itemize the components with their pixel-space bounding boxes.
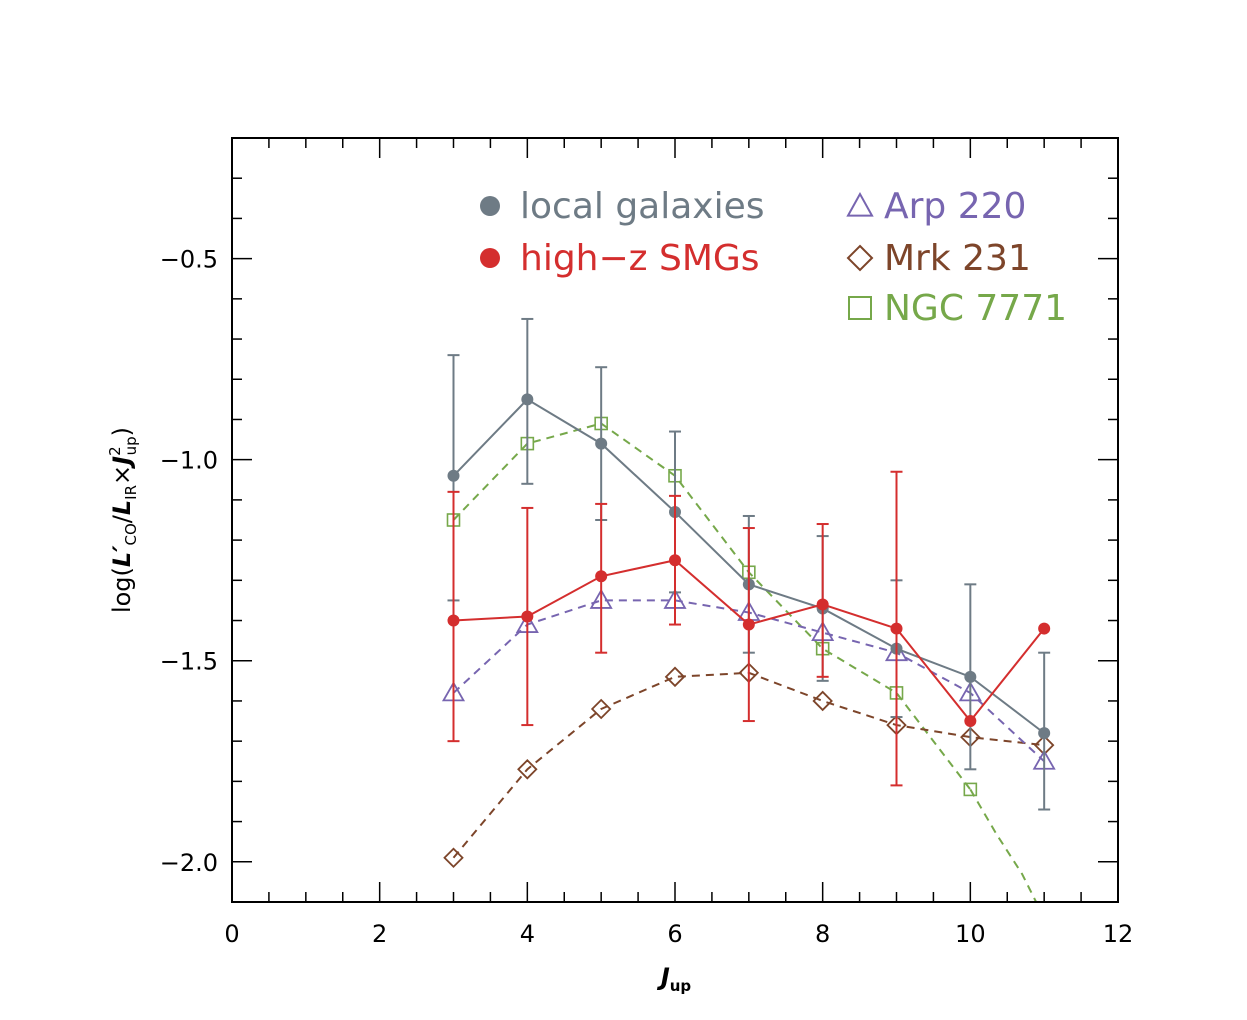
- y-tick-label: −0.5: [160, 246, 218, 274]
- legend-label: high−z SMGs: [520, 238, 760, 279]
- data-point: [590, 698, 612, 720]
- data-point: [669, 554, 681, 567]
- legend-marker: [848, 296, 872, 320]
- legend-item: Arp 220: [846, 186, 1026, 227]
- y-tick-label: −2.0: [160, 849, 218, 877]
- legend-marker: [846, 244, 874, 272]
- data-point: [521, 393, 534, 406]
- data-point: [664, 666, 686, 688]
- legend-marker: [480, 248, 500, 268]
- data-point: [742, 618, 755, 631]
- data-point: [447, 614, 460, 627]
- y-tick-label: −1.0: [160, 447, 218, 475]
- data-point: [963, 782, 978, 797]
- x-axis-title: Jup: [657, 963, 692, 995]
- data-point: [1038, 727, 1051, 740]
- series-high-z-smgs: [447, 470, 1051, 787]
- series-layer: [441, 317, 1056, 902]
- legend-label: NGC 7771: [884, 288, 1067, 329]
- legend-marker: [480, 196, 500, 216]
- x-tick-label: 2: [372, 920, 387, 948]
- data-point: [1038, 622, 1051, 635]
- data-point: [447, 469, 460, 482]
- data-point: [521, 610, 534, 623]
- legend-marker: [846, 191, 874, 217]
- legend-item: high−z SMGs: [480, 238, 760, 279]
- x-tick-label: 12: [1103, 920, 1134, 948]
- data-point: [816, 598, 829, 611]
- x-tick-label: 6: [667, 920, 682, 948]
- series-line: [452, 422, 972, 791]
- legend-label: local galaxies: [520, 186, 765, 227]
- x-tick-label: 0: [224, 920, 239, 948]
- legend-item: local galaxies: [480, 186, 765, 227]
- legend-item: Mrk 231: [846, 238, 1031, 279]
- data-point: [964, 715, 977, 728]
- data-point: [890, 622, 903, 635]
- data-point: [964, 670, 977, 683]
- x-tick-label: 8: [815, 920, 830, 948]
- ticks-layer: [231, 137, 1119, 903]
- legend-item: NGC 7771: [848, 288, 1067, 329]
- data-point: [443, 847, 464, 869]
- data-point: [595, 570, 608, 583]
- data-point: [517, 759, 538, 780]
- series-line-extension: [969, 788, 1038, 902]
- tick-labels: 0 2 4 6 8 10 12 −0.5 −1.0 −1.5 −2.0: [160, 246, 1134, 948]
- x-tick-label: 4: [520, 920, 535, 948]
- y-tick-label: −1.5: [160, 648, 218, 676]
- data-point: [812, 690, 833, 712]
- y-axis-title: log(L′CO/LIR×J2up): [106, 427, 140, 613]
- data-point: [595, 437, 608, 450]
- x-tick-label: 10: [955, 920, 986, 948]
- svg-text:log(L′CO/LIR×J2up): log(L′CO/LIR×J2up): [106, 427, 140, 613]
- legend-label: Mrk 231: [884, 238, 1031, 279]
- legend: local galaxies high−z SMGs Arp 220 Mrk 231 N…: [480, 186, 1067, 329]
- legend-label: Arp 220: [884, 186, 1026, 227]
